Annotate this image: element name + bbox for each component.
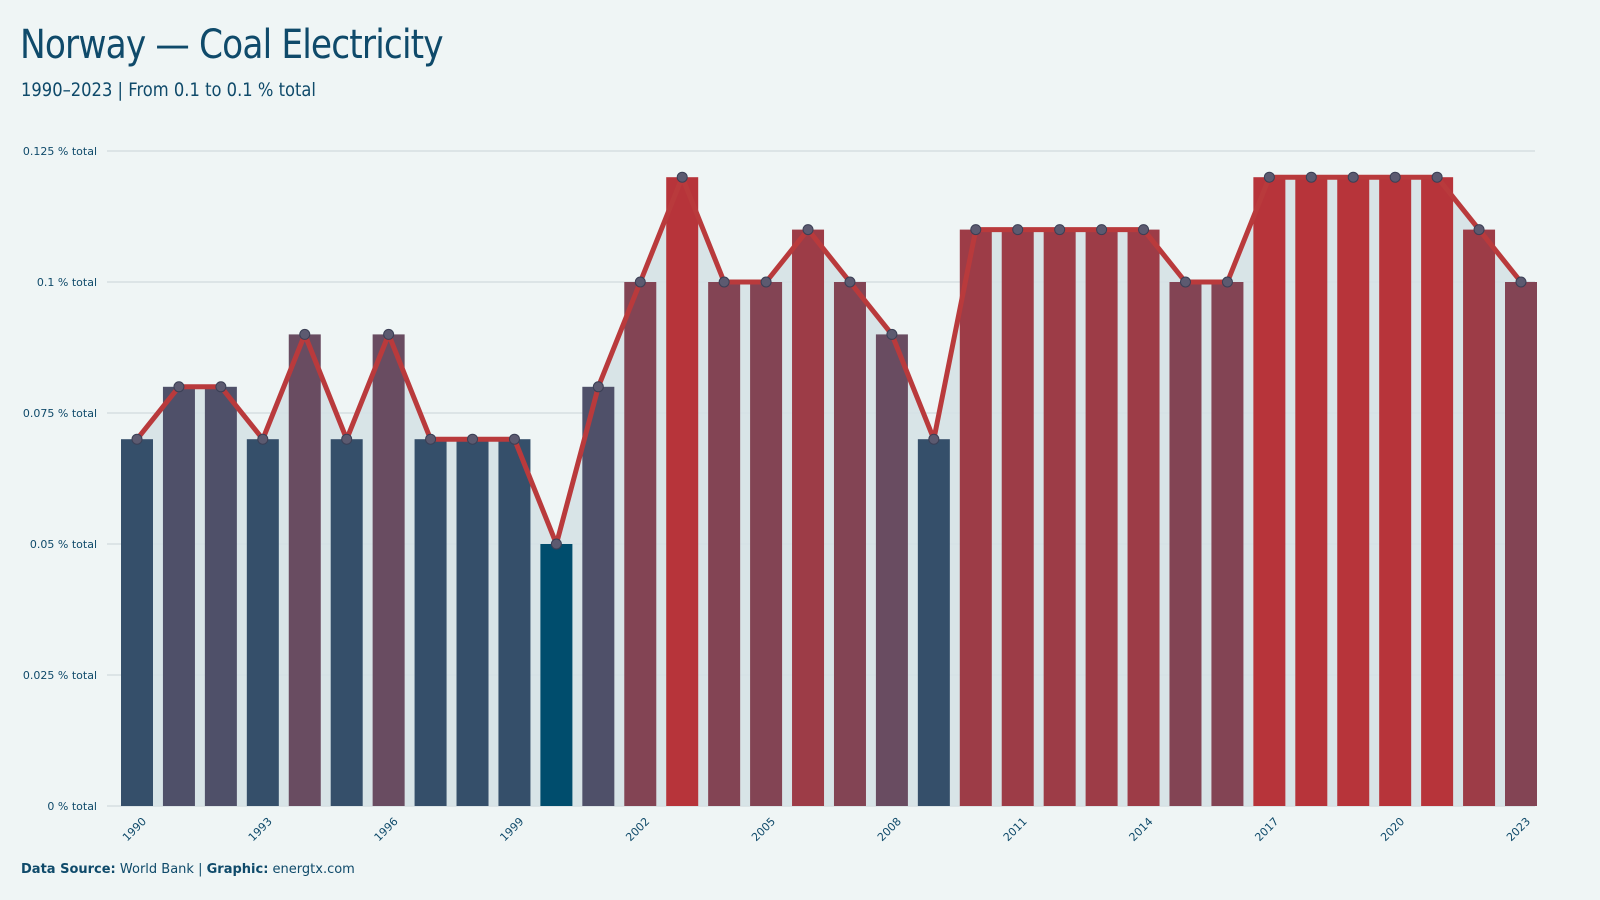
point-1995 bbox=[341, 433, 353, 445]
bar-2006 bbox=[792, 229, 825, 807]
footer-separator: | bbox=[198, 862, 203, 877]
point-1990 bbox=[131, 433, 143, 445]
graphic-value: energtx.com bbox=[272, 862, 355, 877]
point-2002 bbox=[634, 276, 646, 288]
point-2017 bbox=[1263, 171, 1275, 183]
y-tick-label: 0.1 % total bbox=[37, 276, 97, 289]
bar-1997 bbox=[414, 439, 447, 806]
bar-2002 bbox=[624, 282, 657, 806]
bar-2023 bbox=[1505, 282, 1537, 806]
graphic-label: Graphic: bbox=[206, 862, 269, 877]
point-2018 bbox=[1305, 171, 1317, 183]
bar-2008 bbox=[875, 334, 908, 806]
point-2020 bbox=[1389, 171, 1401, 183]
bar-2007 bbox=[833, 282, 866, 806]
bar-1992 bbox=[204, 386, 237, 806]
point-2005 bbox=[760, 276, 772, 288]
chart-title: Norway — Coal Electricity bbox=[20, 22, 444, 68]
point-1999 bbox=[508, 433, 520, 445]
bar-2016 bbox=[1211, 282, 1244, 806]
footer-credits: Data Source: World Bank | Graphic: energ… bbox=[21, 862, 355, 877]
bar-2010 bbox=[959, 229, 992, 807]
bar-2018 bbox=[1295, 177, 1328, 806]
bar-1993 bbox=[246, 439, 279, 806]
x-tick-label: 2020 bbox=[1378, 815, 1407, 844]
bar-2021 bbox=[1421, 177, 1454, 806]
y-tick-label: 0 % total bbox=[47, 800, 97, 813]
x-tick-label: 2002 bbox=[623, 815, 652, 844]
bar-1998 bbox=[456, 439, 489, 806]
chart-subtitle: 1990–2023 | From 0.1 to 0.1 % total bbox=[21, 79, 316, 101]
point-2007 bbox=[844, 276, 856, 288]
y-tick-label: 0.05 % total bbox=[30, 538, 97, 551]
point-2009 bbox=[928, 433, 940, 445]
bar-1991 bbox=[162, 386, 195, 806]
bar-2013 bbox=[1085, 229, 1118, 807]
point-2013 bbox=[1096, 224, 1108, 236]
point-2000 bbox=[550, 538, 562, 550]
point-2015 bbox=[1179, 276, 1191, 288]
bar-1994 bbox=[288, 334, 321, 806]
x-tick-label: 2017 bbox=[1252, 815, 1281, 844]
point-2014 bbox=[1138, 224, 1150, 236]
x-tick-label: 2023 bbox=[1504, 815, 1533, 844]
point-1998 bbox=[467, 433, 479, 445]
bar-2004 bbox=[708, 282, 741, 806]
series-line bbox=[135, 174, 1523, 547]
x-tick-label: 1990 bbox=[120, 815, 149, 844]
bar-1990 bbox=[121, 439, 153, 806]
x-tick-label: 1993 bbox=[246, 815, 275, 844]
bar-2009 bbox=[917, 439, 950, 806]
point-2019 bbox=[1347, 171, 1359, 183]
bar-2020 bbox=[1379, 177, 1412, 806]
point-2001 bbox=[592, 381, 604, 393]
x-tick-label: 2008 bbox=[875, 815, 904, 844]
x-tick-label: 2014 bbox=[1127, 815, 1156, 844]
point-1992 bbox=[215, 381, 227, 393]
point-2003 bbox=[676, 171, 688, 183]
x-tick-label: 2011 bbox=[1001, 815, 1030, 844]
point-1994 bbox=[299, 328, 311, 340]
source-label: Data Source: bbox=[21, 862, 116, 877]
y-tick-label: 0.125 % total bbox=[23, 145, 97, 158]
bar-2015 bbox=[1169, 282, 1202, 806]
point-2004 bbox=[718, 276, 730, 288]
point-2016 bbox=[1221, 276, 1233, 288]
bar-2011 bbox=[1001, 229, 1034, 807]
point-1996 bbox=[383, 328, 395, 340]
point-2006 bbox=[802, 224, 814, 236]
point-2010 bbox=[970, 224, 982, 236]
y-tick-label: 0.075 % total bbox=[23, 407, 97, 420]
point-2012 bbox=[1054, 224, 1066, 236]
bar-2017 bbox=[1253, 177, 1286, 806]
bar-1995 bbox=[330, 439, 363, 806]
x-tick-label: 1999 bbox=[497, 815, 526, 844]
point-1997 bbox=[425, 433, 437, 445]
bar-2003 bbox=[666, 177, 699, 806]
bar-2000 bbox=[540, 544, 573, 806]
point-2011 bbox=[1012, 224, 1024, 236]
point-2008 bbox=[886, 328, 898, 340]
source-value: World Bank bbox=[119, 862, 194, 877]
y-tick-label: 0.025 % total bbox=[23, 669, 97, 682]
bar-2019 bbox=[1337, 177, 1370, 806]
bar-1999 bbox=[498, 439, 531, 806]
x-tick-label: 1996 bbox=[372, 815, 401, 844]
point-1991 bbox=[173, 381, 185, 393]
point-1993 bbox=[257, 433, 269, 445]
point-2022 bbox=[1473, 224, 1485, 236]
point-2023 bbox=[1515, 276, 1527, 288]
bar-1996 bbox=[372, 334, 405, 806]
bar-2012 bbox=[1043, 229, 1076, 807]
x-tick-label: 2005 bbox=[749, 815, 778, 844]
bar-2001 bbox=[582, 386, 615, 806]
bar-2022 bbox=[1463, 229, 1496, 807]
bar-2005 bbox=[750, 282, 783, 806]
point-2021 bbox=[1431, 171, 1443, 183]
bar-2014 bbox=[1127, 229, 1160, 807]
